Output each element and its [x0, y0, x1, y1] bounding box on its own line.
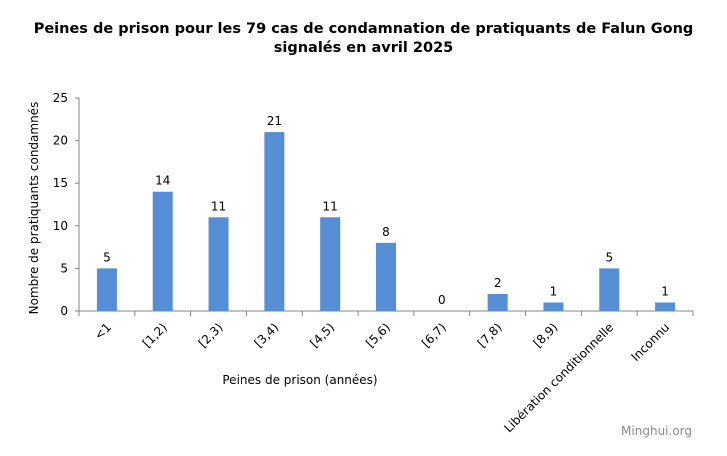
bar	[320, 217, 341, 311]
chart-title-line-2: signalés en avril 2025	[273, 40, 454, 56]
bar	[599, 268, 620, 311]
data-label: 0	[438, 293, 446, 307]
y-tick-label: 0	[60, 304, 68, 318]
y-tick-label: 5	[60, 261, 68, 275]
y-axis: 0 5 10 15 20 25	[53, 91, 80, 318]
x-axis	[78, 310, 694, 316]
x-tick-label: [6,7)	[419, 320, 449, 350]
x-tick-labels: <1 [1,2) [2,3) [3,4) [4,5) [5,6) [6,7) [7,8) [8,…	[92, 320, 673, 435]
bar	[264, 132, 285, 311]
x-tick-label: [1,2)	[140, 320, 170, 350]
x-tick-label: [7,8)	[475, 320, 505, 350]
y-tick-label: 10	[53, 219, 68, 233]
bar	[487, 293, 508, 311]
x-tick-label: [2,3)	[196, 320, 226, 350]
bar	[96, 268, 117, 311]
data-label: 2	[494, 276, 502, 290]
data-label: 21	[267, 114, 282, 128]
data-label: 11	[211, 199, 226, 213]
data-label: 1	[550, 284, 558, 298]
bar	[655, 302, 676, 311]
bars	[96, 132, 676, 311]
x-axis-label: Peines de prison (années)	[222, 373, 377, 387]
chart-title: Peines de prison pour les 79 cas de cond…	[0, 20, 727, 58]
x-tick-label: [3,4)	[251, 320, 281, 350]
watermark: Minghui.org	[621, 424, 692, 438]
x-tick-label: [4,5)	[307, 320, 337, 350]
x-tick-label: [8,9)	[531, 320, 561, 350]
data-label: 5	[605, 250, 613, 264]
x-tick-label: <1	[92, 320, 114, 342]
chart-title-line-1: Peines de prison pour les 79 cas de cond…	[33, 21, 694, 37]
bar	[376, 242, 396, 311]
data-label: 1	[661, 284, 669, 298]
y-axis-label: Nombre de pratiquants condamnés	[27, 102, 41, 315]
bar	[208, 217, 229, 311]
x-tick-label: Libération conditionnelle	[501, 320, 616, 435]
bar	[152, 191, 173, 311]
x-tick-label: Inconnu	[628, 320, 672, 364]
data-label: 14	[155, 174, 170, 188]
x-tick-label: [5,6)	[363, 320, 393, 350]
y-tick-label: 20	[53, 134, 68, 148]
data-label: 8	[382, 225, 390, 239]
y-tick-label: 25	[53, 91, 68, 105]
data-label: 5	[103, 250, 111, 264]
y-tick-label: 15	[53, 176, 68, 190]
bar	[543, 302, 564, 311]
data-label: 11	[323, 199, 338, 213]
